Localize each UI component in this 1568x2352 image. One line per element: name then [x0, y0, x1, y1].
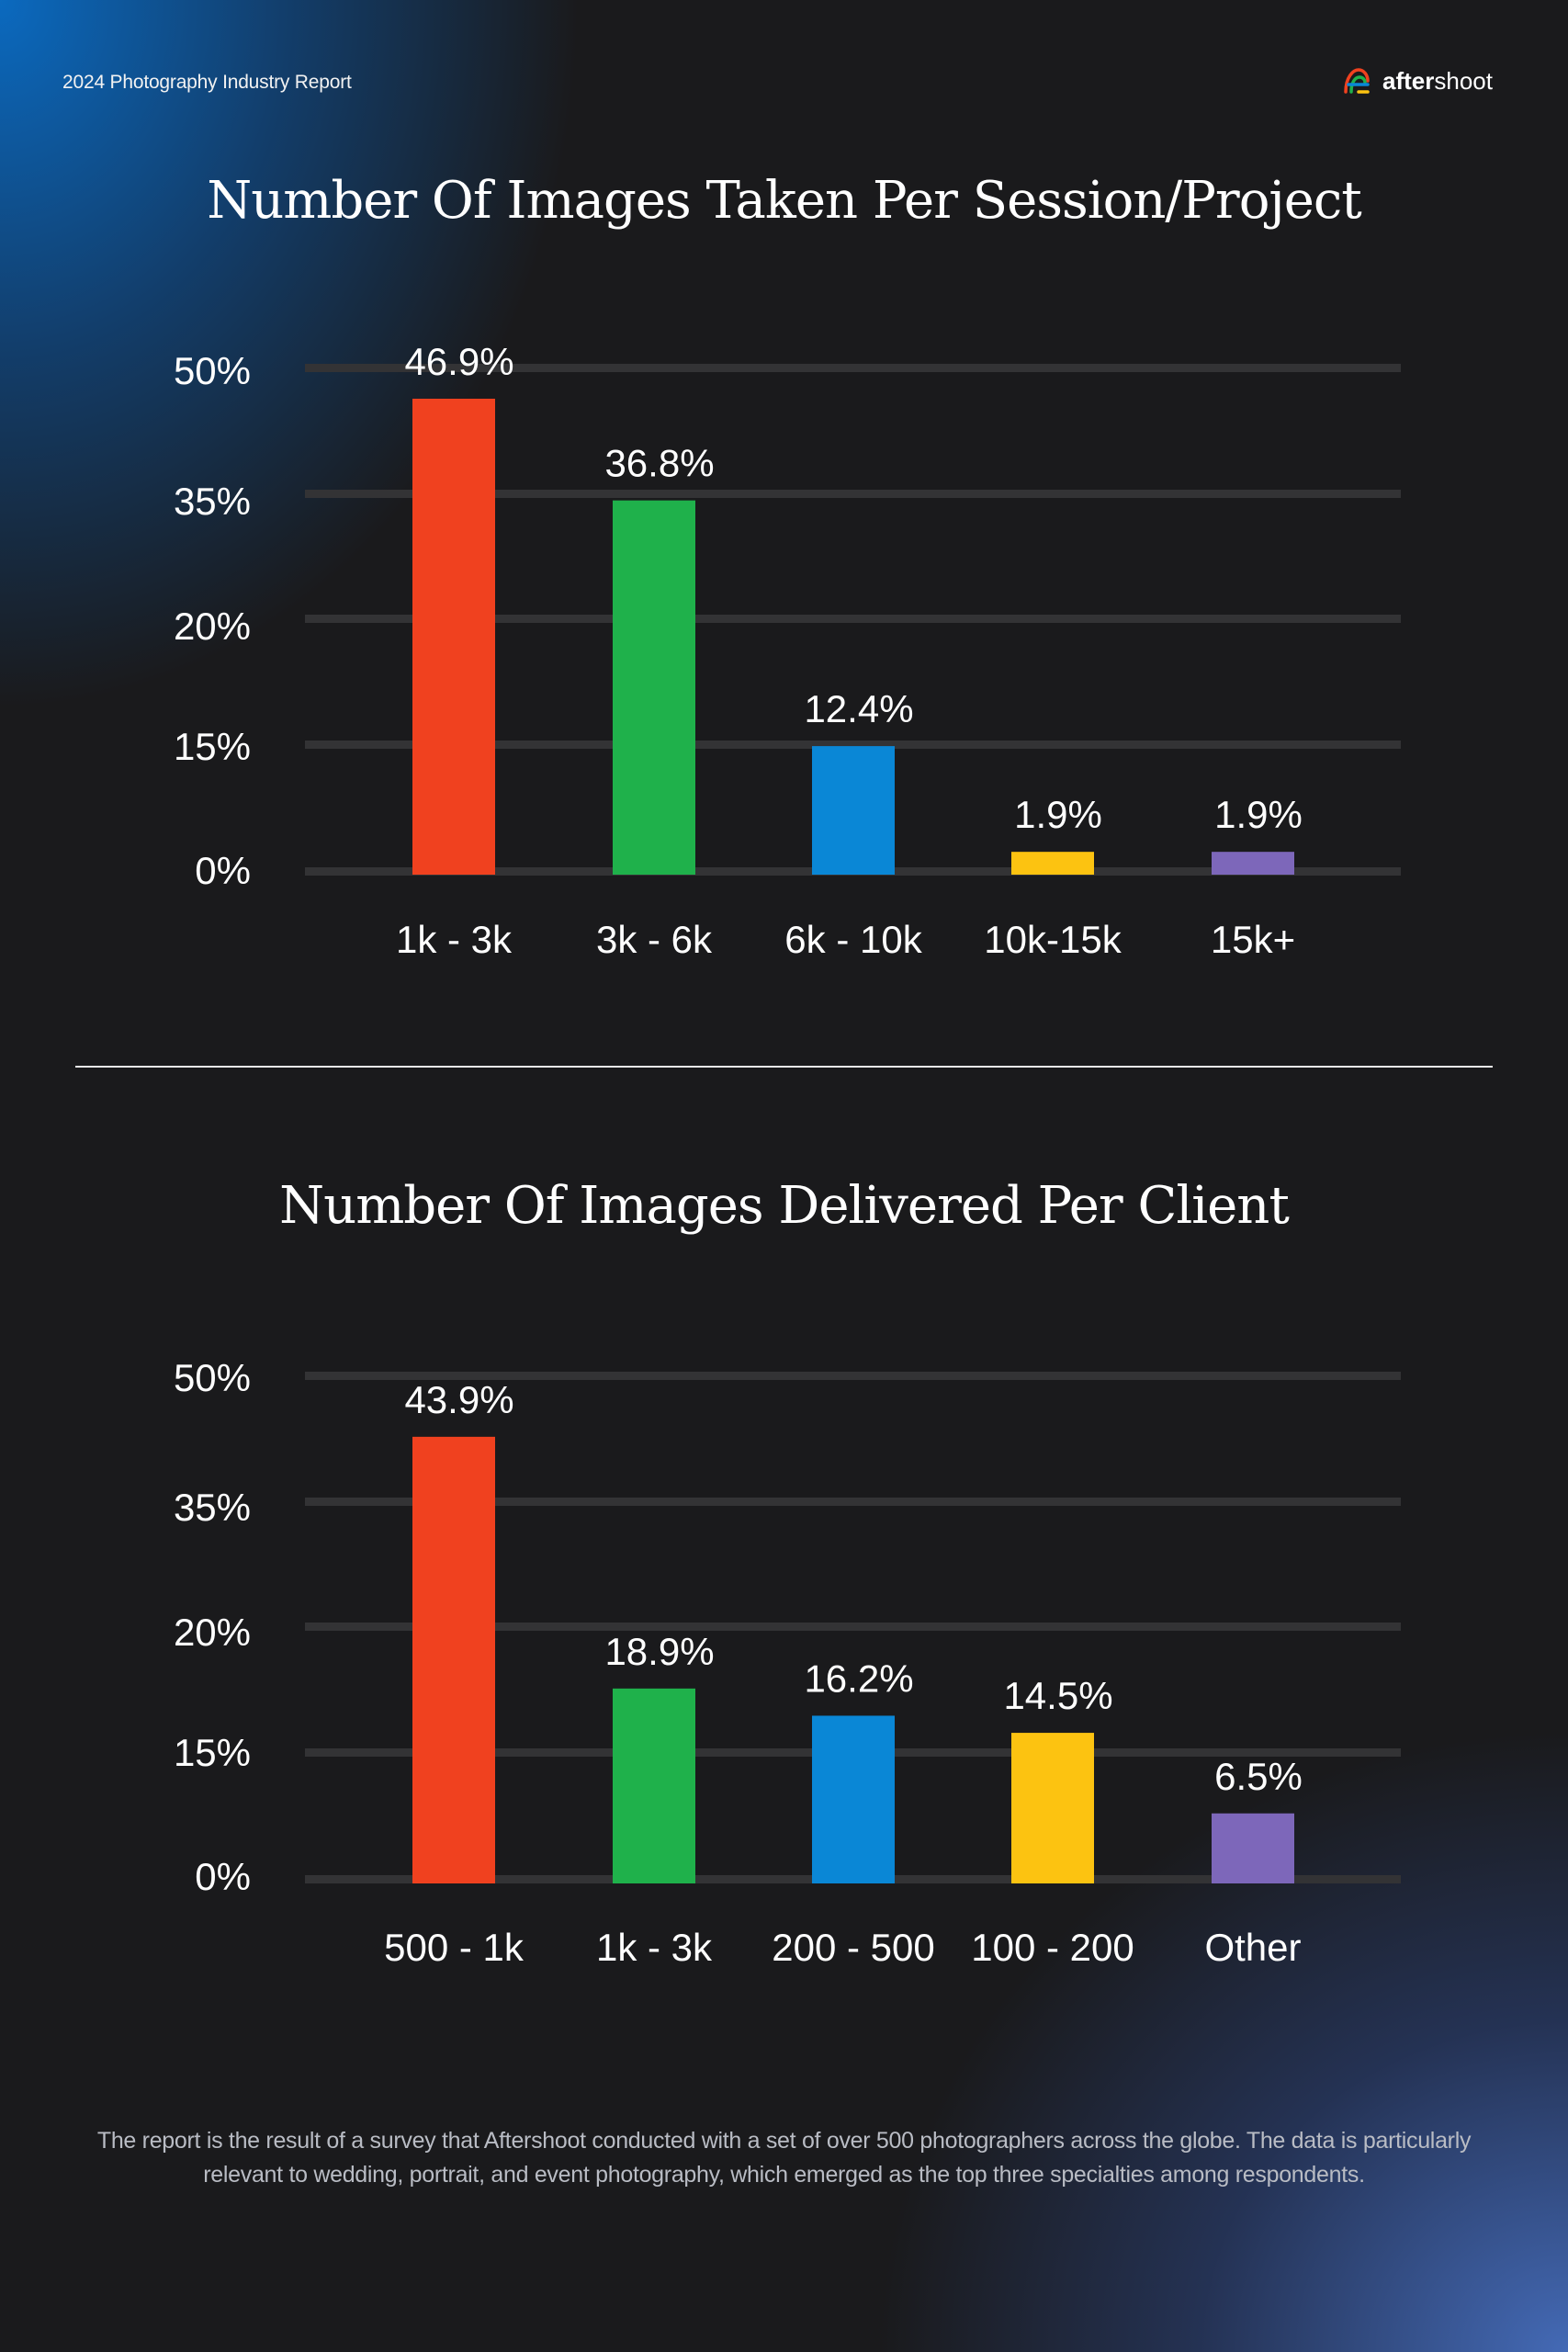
footnote: The report is the result of a survey tha… — [96, 2128, 1472, 2188]
brand-name-bold: after — [1382, 66, 1435, 95]
brand-name: aftershoot — [1382, 67, 1493, 96]
chart-1-title: Number Of Images Taken Per Session/Proje… — [207, 171, 1362, 231]
aftershoot-logo-icon — [1344, 68, 1370, 94]
brand: aftershoot — [1340, 64, 1493, 97]
report-title: 2024 Photography Industry Report — [62, 72, 352, 93]
chart-2-title: Number Of Images Delivered Per Client — [279, 1176, 1290, 1236]
section-divider — [75, 1066, 1493, 1068]
brand-name-regular: shoot — [1434, 66, 1493, 95]
